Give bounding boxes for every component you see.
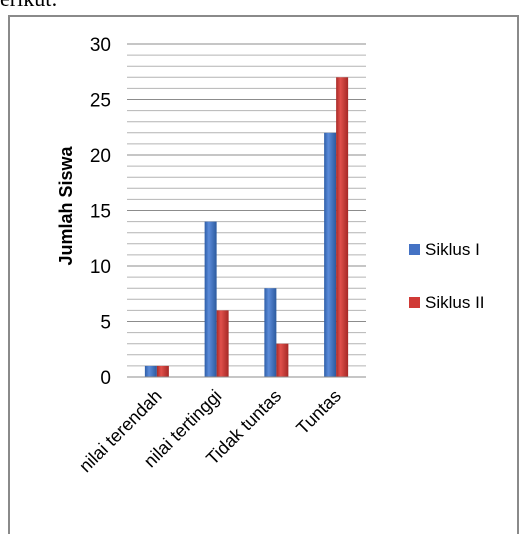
bar-siklus-i-3 <box>324 132 337 377</box>
y-tick-label: 15 <box>90 202 111 223</box>
legend-label: Siklus I <box>425 240 480 259</box>
bar-siklus-i-2 <box>264 288 277 377</box>
x-category-label: Tuntas <box>292 386 345 439</box>
bar-siklus-ii-3 <box>336 77 349 378</box>
bar-siklus-ii-2 <box>276 343 289 377</box>
bar-siklus-ii-1 <box>216 310 229 377</box>
legend-swatch <box>409 244 420 255</box>
y-tick-label: 5 <box>100 313 111 334</box>
y-tick-label: 0 <box>100 368 111 389</box>
legend-label: Siklus II <box>425 293 485 312</box>
chart-frame <box>8 15 519 534</box>
bar-siklus-ii-0 <box>156 365 169 377</box>
y-tick-label: 25 <box>90 91 111 112</box>
bar-siklus-i-1 <box>204 221 217 377</box>
legend: Siklus I Siklus II <box>409 240 485 312</box>
bar-siklus-i-0 <box>144 365 157 377</box>
preceding-text-snippet: erikut: <box>0 0 57 12</box>
y-tick-label: 10 <box>90 257 111 278</box>
y-axis-title: Jumlah Siswa <box>56 145 76 265</box>
bars <box>144 77 349 378</box>
y-tick-label: 30 <box>90 35 111 56</box>
legend-swatch <box>409 297 420 308</box>
y-tick-label: 20 <box>90 146 111 167</box>
